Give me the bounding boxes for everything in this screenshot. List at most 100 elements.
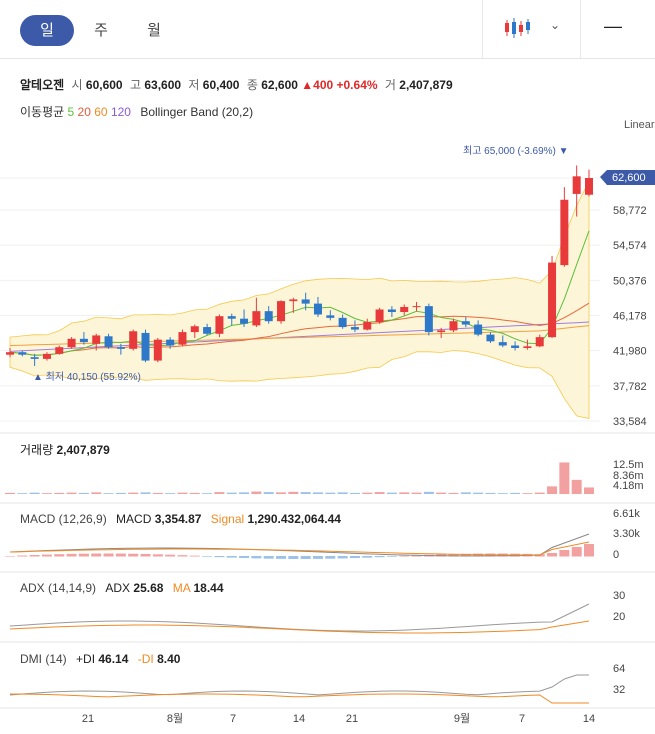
adx-ma-value: 18.44 <box>193 581 224 595</box>
current-price-tag: 62,600 <box>600 170 655 185</box>
volume-panel-title: 거래량 2,407,879 <box>20 441 110 458</box>
candle-body <box>104 336 113 348</box>
volume-tick-label: 8.36m <box>613 470 644 482</box>
volume-bar <box>288 491 299 494</box>
volume-bar <box>29 492 40 494</box>
candlestick-type-icon[interactable] <box>503 16 531 40</box>
high-annotation: 최고 65,000 (-3.69%) ▼ <box>463 145 569 157</box>
toolbar-divider <box>580 0 581 58</box>
volume-bar <box>177 492 188 494</box>
candle-body <box>461 321 470 325</box>
candle-body <box>363 322 372 330</box>
macd-histogram-bar <box>41 554 52 557</box>
volume-bar <box>362 492 373 494</box>
volume-bar <box>411 492 422 494</box>
tab-monthly[interactable]: 월 <box>147 22 161 39</box>
macd-tick-label: 0 <box>613 549 619 561</box>
macd-histogram-bar <box>300 556 311 559</box>
chevron-down-icon[interactable]: ⌄ <box>550 18 561 32</box>
tab-weekly[interactable]: 주 <box>94 22 108 39</box>
date-tick-label: 14 <box>583 713 595 725</box>
candle-body <box>350 327 359 330</box>
macd-histogram-bar <box>448 554 459 557</box>
candle-body <box>18 352 27 355</box>
line-tool-icon[interactable]: — <box>604 16 622 36</box>
volume-bar <box>349 492 360 494</box>
macd-histogram-bar <box>214 556 225 558</box>
volume-bar <box>497 493 508 494</box>
candle-body <box>523 346 532 349</box>
macd-histogram-bar <box>91 553 102 557</box>
macd-histogram-bar <box>251 556 262 559</box>
candle-body <box>338 317 347 328</box>
candle-body <box>190 326 199 333</box>
adx-value: 25.68 <box>133 581 164 595</box>
macd-panel-title: MACD (12,26,9) MACD 3,354.87 Signal 1,29… <box>20 512 341 526</box>
open-value: 60,600 <box>85 78 123 92</box>
volume-bar <box>91 492 102 494</box>
macd-histogram-bar <box>128 553 139 557</box>
dmi-tick-label: 64 <box>613 663 625 675</box>
candle-body <box>227 316 236 319</box>
macd-histogram-bar <box>239 556 250 559</box>
volume-bar <box>571 479 582 494</box>
date-tick-label: 7 <box>519 713 525 725</box>
candle-body <box>203 327 212 334</box>
volume-bar <box>140 492 151 494</box>
toolbar-divider <box>482 0 483 58</box>
macd-label: MACD <box>116 512 152 526</box>
candle-body <box>474 324 483 335</box>
macd-histogram-bar <box>66 553 77 557</box>
adx-line <box>9 603 590 632</box>
macd-histogram-bar <box>559 550 570 557</box>
macd-tick-label: 3.30k <box>613 528 640 540</box>
adx-ma-label: MA <box>172 581 191 595</box>
ma20-line <box>9 302 590 356</box>
timeframe-toolbar: 일 주 월 ⌄ — <box>0 0 655 59</box>
date-tick-label: 7 <box>230 713 236 725</box>
candle-body <box>264 311 273 322</box>
macd-histogram-bar <box>325 556 336 559</box>
macd-histogram-bar <box>584 544 594 557</box>
scale-mode-label[interactable]: Linear <box>624 119 655 131</box>
dmi-tick-label: 32 <box>613 684 625 696</box>
candle-body <box>486 334 495 342</box>
adx-title: ADX (14,14,9) <box>20 581 97 595</box>
volume-bars <box>5 462 594 494</box>
macd-histogram-bar <box>78 553 89 557</box>
candle-body <box>585 178 593 195</box>
macd-histogram-bar <box>140 553 151 557</box>
candle-body <box>326 315 335 318</box>
price-tick-label: 41,980 <box>613 346 647 358</box>
candle-body <box>178 332 187 345</box>
low-value: 60,400 <box>202 78 240 92</box>
price-tick-label: 37,782 <box>613 381 647 393</box>
volume-bar <box>510 492 521 494</box>
volume-bar <box>337 492 348 494</box>
macd-histogram-bar <box>288 556 299 559</box>
price-summary: 알테오젠 시 60,600 고 63,600 저 60,400 종 62,600… <box>20 76 453 93</box>
current-price-label: 62,600 <box>612 172 646 184</box>
macd-histogram-bar <box>202 556 213 557</box>
candles <box>6 165 593 367</box>
stock-name: 알테오젠 <box>20 78 65 92</box>
candle-body <box>79 338 88 343</box>
price-tick-label: 33,584 <box>613 416 647 428</box>
volume-bar <box>17 493 28 494</box>
macd-histogram-bar <box>460 553 471 557</box>
signal-label: Signal <box>210 512 245 526</box>
candle-body <box>400 306 409 312</box>
candle-body <box>30 357 39 359</box>
date-tick-label: 21 <box>82 713 94 725</box>
adx-panel-title: ADX (14,14,9) ADX 25.68 MA 18.44 <box>20 581 224 595</box>
volume-bar <box>325 492 336 494</box>
candle-body <box>313 303 322 315</box>
volume-bar <box>436 492 447 494</box>
dmi-title: DMI (14) <box>20 652 67 666</box>
price-tick-label: 46,178 <box>613 311 647 323</box>
tab-daily[interactable]: 일 <box>20 15 74 46</box>
adx-tick-label: 30 <box>613 590 625 602</box>
candle-body <box>572 176 581 194</box>
candle-body <box>92 335 101 344</box>
